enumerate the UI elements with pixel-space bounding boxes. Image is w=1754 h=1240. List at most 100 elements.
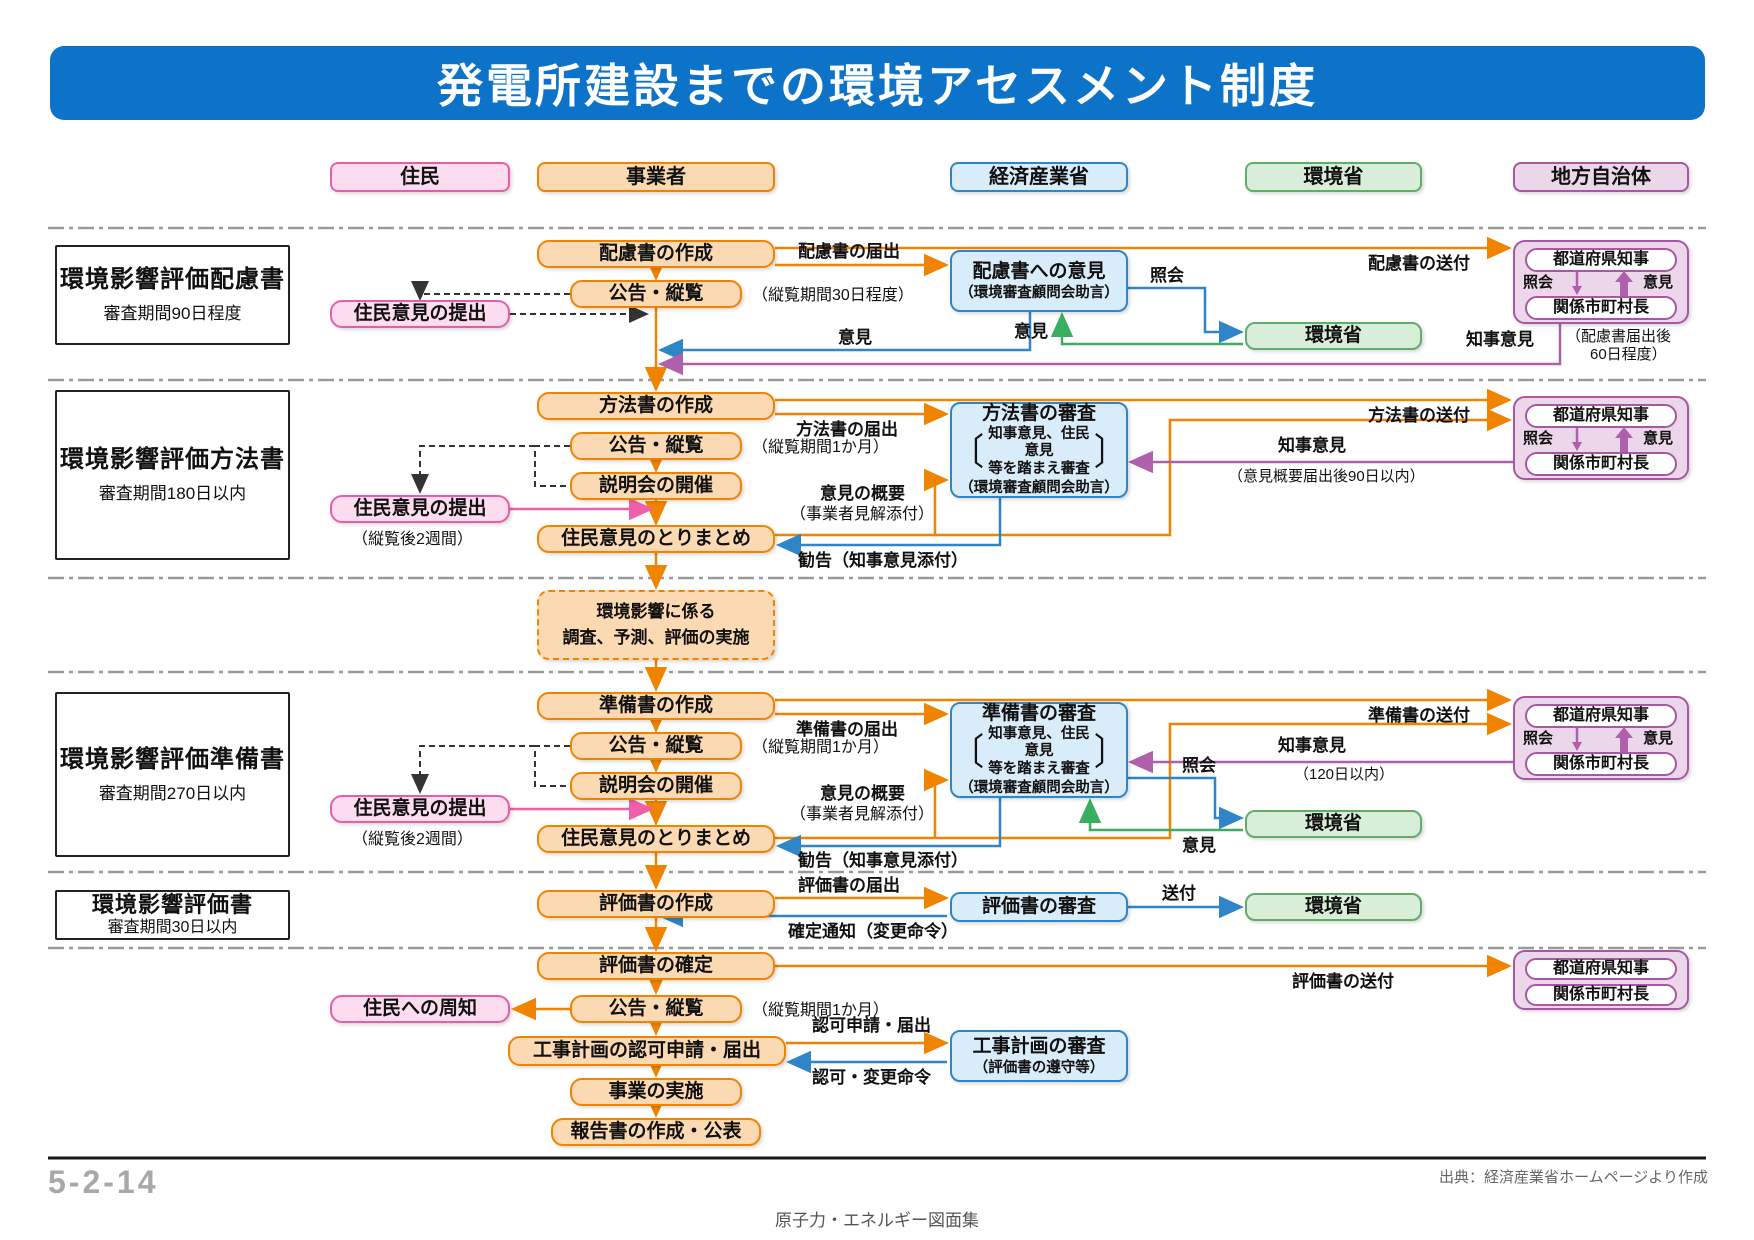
stage-period: 審査期間180日以内 (98, 484, 247, 504)
box-collect-3: 住民意見のとりまとめ (537, 825, 775, 853)
box-notice-4: 公告・縦覧 (570, 995, 742, 1023)
label-hairyosho-submit: 配慮書の届出 (798, 242, 900, 261)
label-recommend-2: 勧告（知事意見添付） (798, 551, 968, 570)
column-header-operator: 事業者 (537, 162, 775, 192)
box-resident-submit-3: 住民意見の提出 (330, 795, 510, 823)
inquiry-down-icon (1572, 272, 1582, 295)
review-bracket: 〔 知事意見、住民意見 等を踏まえ審査 〕 (952, 726, 1126, 778)
stage-title: 環境影響評価方法書 (60, 446, 285, 474)
stage-box-hairyosho: 環境影響評価配慮書 審査期間90日程度 (55, 245, 290, 345)
pill-mayor: 関係市町村長 (1525, 452, 1677, 476)
stage-period: 審査期間30日以内 (107, 919, 238, 937)
pill-mayor: 関係市町村長 (1525, 984, 1677, 1006)
label-hohosho-submit: 方法書の届出 (796, 420, 898, 439)
review-title: 方法書の審査 (981, 403, 1096, 425)
label-two-weeks-3: （縦覧後2週間） (352, 831, 473, 848)
box-moe-3: 環境省 (1245, 810, 1422, 838)
box-review-junbisho: 準備書の審査 〔 知事意見、住民意見 等を踏まえ審査 〕 （環境審査顧問会助言） (950, 702, 1128, 798)
box-notice-2: 公告・縦覧 (570, 432, 742, 460)
label-recommend-3: 勧告（知事意見添付） (798, 851, 968, 870)
stage-box-hohosho: 環境影響評価方法書 審査期間180日以内 (55, 390, 290, 560)
box-implement: 事業の実施 (570, 1078, 742, 1106)
label-hyokasho-submit: 評価書の届出 (798, 876, 900, 895)
box-briefing-2: 説明会の開催 (570, 472, 742, 500)
blue-arrows (658, 286, 1244, 1074)
review-note: （評価書の遵守等） (973, 1059, 1105, 1076)
label-order: 認可・変更命令 (812, 1068, 931, 1087)
box-create-hairyosho: 配慮書の作成 (537, 240, 775, 268)
page-number: 5-2-14 (48, 1164, 159, 1200)
box-fix-hyokasho: 評価書の確定 (537, 952, 775, 980)
label-notice-period-1: （縦覧期間30日程度） (752, 287, 914, 304)
label-one-month-3: （縦覧期間1か月） (752, 739, 889, 756)
label-send-moe: 送付 (1162, 884, 1196, 903)
box-review-hyokasho: 評価書の審査 (950, 892, 1128, 922)
stage-period: 審査期間270日以内 (98, 783, 247, 803)
label-summary-3a: 意見の概要 (820, 784, 905, 803)
box-moe-1: 環境省 (1245, 322, 1422, 350)
box-review-hairyosho: 配慮書への意見 （環境審査顧問会助言） (950, 250, 1128, 312)
column-header-moe: 環境省 (1245, 162, 1422, 192)
review-title: 配慮書への意見 (972, 260, 1106, 282)
opinion-label: 意見 (1643, 430, 1674, 447)
section-separators (48, 226, 1706, 950)
label-junbisho-send: 準備書の送付 (1368, 706, 1470, 725)
label-hohosho-send: 方法書の送付 (1368, 406, 1470, 425)
label-summary-3b: （事業者見解添付） (790, 806, 935, 823)
inquiry-label: 照会 (1523, 274, 1554, 291)
survey-line2: 調査、予測、評価の実施 (562, 628, 750, 647)
review-note: （環境審査顧問会助言） (959, 780, 1119, 797)
review-bracket: 〔 知事意見、住民意見 等を踏まえ審査 〕 (952, 426, 1126, 478)
opinion-up-icon (1615, 271, 1633, 296)
box-lgov-2: 都道府県知事 照会 意見 関係市町村長 (1513, 396, 1689, 480)
box-create-hohosho: 方法書の作成 (537, 392, 775, 420)
label-hyokasho-send: 評価書の送付 (1292, 972, 1394, 991)
box-resident-submit-2: 住民意見の提出 (330, 495, 510, 523)
review-title: 準備書の審査 (981, 703, 1096, 725)
pill-mayor: 関係市町村長 (1525, 296, 1677, 320)
bracket-close: 〕 (1093, 731, 1126, 773)
box-notice-1: 公告・縦覧 (570, 280, 742, 308)
document-title: 原子力・エネルギー図面集 (775, 1211, 979, 1230)
label-gov-opinion-1: 知事意見 (1466, 330, 1534, 349)
stage-box-hyokasho: 環境影響評価書 審査期間30日以内 (55, 890, 290, 940)
box-create-junbisho: 準備書の作成 (537, 692, 775, 720)
box-survey: 環境影響に係る 調査、予測、評価の実施 (537, 590, 775, 660)
label-two-weeks-2: （縦覧後2週間） (352, 531, 473, 548)
box-notice-3: 公告・縦覧 (570, 732, 742, 760)
label-summary-2a: 意見の概要 (820, 484, 905, 503)
review-note: （環境審査顧問会助言） (959, 480, 1119, 497)
review-title: 評価書の審査 (981, 896, 1096, 918)
source-note: 出典：経済産業省ホームページより作成 (1439, 1169, 1708, 1186)
inquiry-label: 照会 (1523, 430, 1554, 447)
orange-arrows (511, 236, 1512, 1118)
box-moe-4: 環境省 (1245, 893, 1422, 921)
column-header-meti: 経済産業省 (950, 162, 1128, 192)
inquiry-down-icon (1572, 428, 1582, 451)
stage-title: 環境影響評価書 (91, 892, 253, 918)
label-deadline-3: （120日以内） (1294, 766, 1395, 783)
inquiry-label: 照会 (1523, 730, 1554, 747)
page-title: 発電所建設までの環境アセスメント制度 (50, 46, 1705, 120)
survey-line1: 環境影響に係る (596, 602, 716, 622)
label-deadline-1a: （配慮書届出後 (1566, 328, 1672, 345)
label-hairyosho-send: 配慮書の送付 (1368, 254, 1470, 273)
opinion-label: 意見 (1643, 274, 1674, 291)
review-note: （環境審査顧問会助言） (959, 284, 1119, 301)
label-opinion-1: 意見 (838, 328, 872, 347)
box-collect-2: 住民意見のとりまとめ (537, 525, 775, 553)
box-resident-submit-1: 住民意見の提出 (330, 300, 510, 328)
box-lgov-3: 都道府県知事 照会 意見 関係市町村長 (1513, 696, 1689, 780)
dashed-links (411, 281, 649, 794)
bracket-open: 〔 (952, 431, 985, 473)
box-lgov-1: 都道府県知事 照会 意見 関係市町村長 (1513, 240, 1689, 324)
label-gov-opinion-3: 知事意見 (1278, 736, 1346, 755)
pink-arrows (510, 497, 654, 821)
box-create-hyokasho: 評価書の作成 (537, 890, 775, 918)
box-inform-residents: 住民への周知 (330, 995, 510, 1023)
column-header-resident: 住民 (330, 162, 510, 192)
label-gov-opinion-2: 知事意見 (1278, 436, 1346, 455)
label-deadline-1b: 60日程度） (1590, 346, 1667, 363)
pill-governor: 都道府県知事 (1525, 704, 1677, 728)
